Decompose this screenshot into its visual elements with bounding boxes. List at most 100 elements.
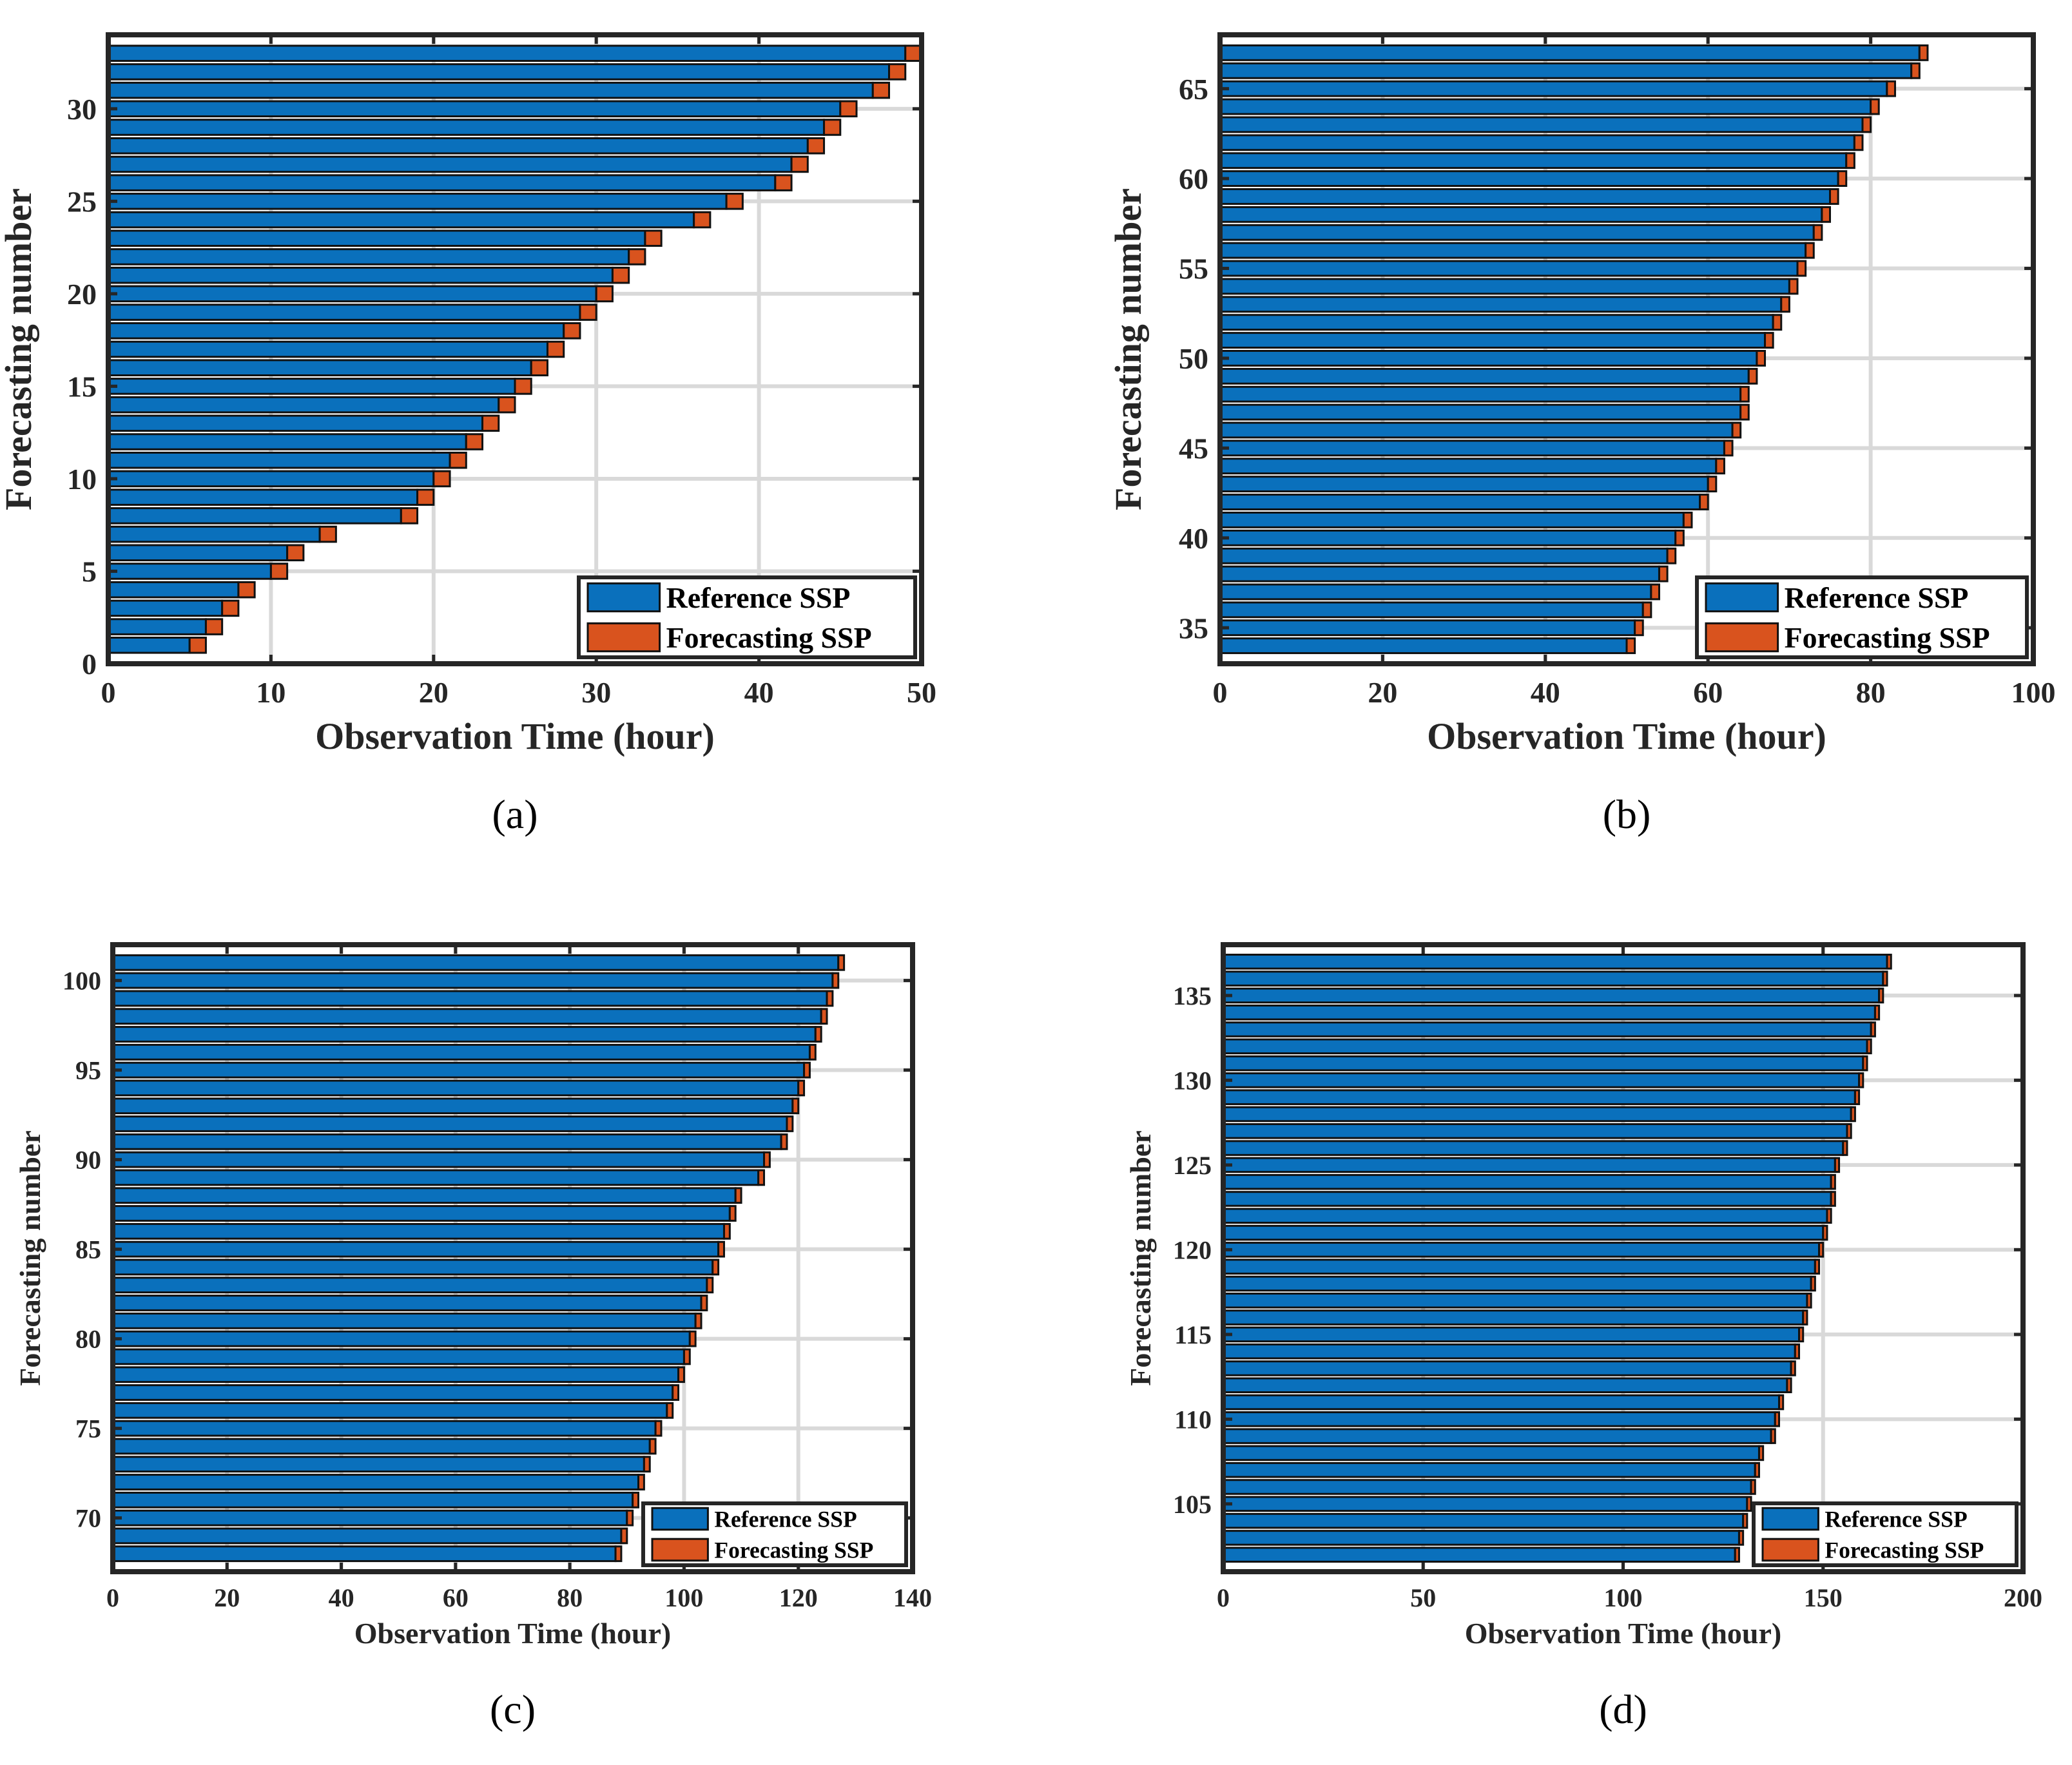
- bar-forecasting: [808, 1043, 817, 1061]
- bar-reference: [1219, 583, 1652, 601]
- bar-reference: [107, 193, 728, 210]
- bar-reference: [1222, 1512, 1745, 1529]
- bar-reference: [107, 414, 484, 432]
- bar-forecasting: [546, 340, 565, 358]
- bar-reference: [1222, 1242, 1821, 1258]
- bar-forecasting: [449, 451, 467, 469]
- bar-forecasting: [432, 470, 451, 488]
- bar-reference: [111, 1295, 702, 1311]
- bar-forecasting: [1862, 1055, 1868, 1072]
- x-tick-label: 10: [256, 676, 286, 709]
- bar-reference: [1219, 637, 1628, 655]
- bar-forecasting: [269, 563, 289, 580]
- bar-reference: [107, 581, 240, 599]
- bar-forecasting: [416, 488, 435, 506]
- y-tick-label: 60: [1179, 162, 1208, 195]
- bar-reference: [111, 972, 834, 989]
- bar-reference: [111, 1348, 685, 1365]
- bar-reference: [107, 507, 402, 525]
- bar-forecasting: [628, 248, 646, 265]
- bar-forecasting: [498, 396, 516, 414]
- bar-forecasting: [1798, 1326, 1805, 1343]
- bar-reference: [111, 1079, 800, 1097]
- bar-forecasting: [1715, 458, 1725, 475]
- bar-forecasting: [1739, 385, 1750, 403]
- bar-forecasting: [1818, 1242, 1825, 1258]
- bar-forecasting: [1854, 1089, 1861, 1105]
- y-tick-label: 80: [75, 1325, 101, 1354]
- bar-reference: [1222, 1224, 1825, 1241]
- y-tick-label: 40: [1179, 522, 1208, 555]
- bar-reference: [107, 618, 207, 635]
- y-tick-label: 15: [67, 371, 97, 403]
- bar-forecasting: [1810, 1275, 1816, 1292]
- bar-forecasting: [712, 1259, 720, 1276]
- bar-reference: [1219, 494, 1701, 510]
- bar-forecasting: [837, 954, 846, 971]
- bar-forecasting: [797, 1079, 806, 1097]
- bar-forecasting: [706, 1277, 714, 1294]
- bar-forecasting: [644, 229, 663, 247]
- bar-forecasting: [1834, 1157, 1841, 1173]
- bar-forecasting: [1756, 350, 1767, 367]
- bar-forecasting: [481, 414, 500, 432]
- bar-forecasting: [1777, 1394, 1785, 1411]
- bar-forecasting: [1850, 1106, 1856, 1123]
- legend-swatch-forecasting: [1761, 1538, 1819, 1562]
- bar-reference: [111, 990, 828, 1007]
- x-tick-label: 60: [443, 1583, 469, 1612]
- y-tick-label: 120: [1173, 1235, 1212, 1264]
- bar-reference: [1222, 1445, 1760, 1461]
- x-tick-label: 0: [1217, 1583, 1230, 1612]
- bar-reference: [111, 1491, 634, 1509]
- x-axis-label: Observation Time (hour): [1427, 715, 1826, 757]
- bar-forecasting: [1682, 511, 1693, 528]
- bar-reference: [1219, 116, 1864, 133]
- bar-forecasting: [1770, 1428, 1776, 1444]
- bar-forecasting: [1870, 98, 1880, 115]
- y-tick-label: 0: [82, 648, 97, 680]
- bar-forecasting: [637, 1474, 645, 1490]
- bar-forecasting: [1772, 314, 1783, 331]
- y-tick-label: 110: [1174, 1405, 1212, 1434]
- legend-label-reference: Reference SSP: [666, 581, 851, 614]
- y-tick-label: 135: [1173, 981, 1212, 1010]
- bar-reference: [107, 599, 224, 617]
- bar-forecasting: [654, 1420, 663, 1437]
- legend-label-forecasting: Forecasting SSP: [666, 621, 872, 654]
- x-tick-label: 20: [1368, 676, 1397, 709]
- bar-reference: [1222, 1208, 1828, 1224]
- bar-forecasting: [728, 1205, 737, 1222]
- bar-reference: [111, 1384, 674, 1401]
- bar-forecasting: [677, 1366, 685, 1384]
- bar-forecasting: [1734, 1547, 1740, 1563]
- bar-reference: [107, 451, 451, 469]
- bar-reference: [111, 1330, 691, 1347]
- chart-panel-3: 0 50 100 150 200 105 110 115 120 125 130 135 Observa…: [1124, 942, 2042, 1732]
- bar-forecasting: [820, 1008, 828, 1025]
- bar-reference: [1222, 1343, 1796, 1360]
- bar-reference: [107, 470, 435, 488]
- bar-forecasting: [666, 1402, 674, 1419]
- y-tick-label: 100: [63, 967, 101, 996]
- panel-label: (b): [1603, 791, 1651, 837]
- bar-reference: [107, 637, 191, 654]
- bar-reference: [1219, 188, 1831, 205]
- y-tick-label: 55: [1179, 253, 1208, 285]
- x-tick-label: 30: [581, 676, 611, 709]
- bar-reference: [107, 544, 289, 562]
- bar-reference: [111, 1277, 708, 1294]
- bar-reference: [1222, 970, 1884, 987]
- bar-forecasting: [791, 1097, 800, 1115]
- bar-forecasting: [763, 1151, 771, 1168]
- legend-swatch-reference: [651, 1507, 709, 1531]
- legend-label-forecasting: Forecasting SSP: [714, 1537, 873, 1563]
- bar-reference: [111, 1545, 617, 1563]
- bar-reference: [111, 1366, 680, 1384]
- y-tick-label: 45: [1179, 432, 1208, 465]
- bar-forecasting: [1886, 80, 1896, 97]
- bar-forecasting: [803, 1061, 811, 1079]
- bar-reference: [111, 1151, 766, 1168]
- bar-reference: [107, 525, 321, 543]
- bar-reference: [1222, 1530, 1740, 1546]
